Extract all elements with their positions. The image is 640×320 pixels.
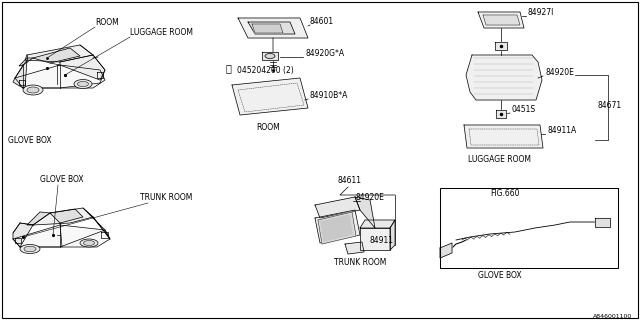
Polygon shape xyxy=(360,228,390,250)
Text: FIG.660: FIG.660 xyxy=(490,189,520,198)
Polygon shape xyxy=(478,12,524,28)
Polygon shape xyxy=(360,220,395,228)
Polygon shape xyxy=(60,55,105,80)
Polygon shape xyxy=(25,45,93,62)
Polygon shape xyxy=(232,78,308,115)
Polygon shape xyxy=(33,48,80,63)
Polygon shape xyxy=(13,223,33,247)
Polygon shape xyxy=(390,220,395,250)
Polygon shape xyxy=(83,208,110,239)
Text: 84920G*A: 84920G*A xyxy=(305,49,344,58)
Polygon shape xyxy=(248,22,295,34)
Ellipse shape xyxy=(80,239,98,247)
Polygon shape xyxy=(355,197,375,228)
Text: A846001100: A846001100 xyxy=(593,314,632,319)
Text: 84601: 84601 xyxy=(310,17,334,26)
Ellipse shape xyxy=(24,246,36,252)
Polygon shape xyxy=(13,60,27,88)
Text: GLOVE BOX: GLOVE BOX xyxy=(8,136,52,145)
Polygon shape xyxy=(321,215,352,241)
Text: TRUNK ROOM: TRUNK ROOM xyxy=(140,193,193,202)
Ellipse shape xyxy=(23,85,43,95)
Text: LUGGAGE ROOM: LUGGAGE ROOM xyxy=(468,155,531,164)
Polygon shape xyxy=(318,212,356,244)
Text: 045204200 (2): 045204200 (2) xyxy=(237,66,294,75)
Polygon shape xyxy=(13,225,110,247)
Polygon shape xyxy=(496,110,506,118)
Text: LUGGAGE ROOM: LUGGAGE ROOM xyxy=(130,28,193,37)
Polygon shape xyxy=(483,15,520,25)
Text: 84920E: 84920E xyxy=(355,193,384,202)
Polygon shape xyxy=(466,55,542,100)
Text: 84910B*A: 84910B*A xyxy=(310,91,348,100)
Text: 84911: 84911 xyxy=(370,236,394,245)
Polygon shape xyxy=(252,24,283,33)
Ellipse shape xyxy=(74,79,92,89)
Polygon shape xyxy=(315,210,360,243)
Text: ROOM: ROOM xyxy=(95,18,119,27)
Text: 0451S: 0451S xyxy=(512,105,536,114)
Polygon shape xyxy=(15,65,105,88)
Polygon shape xyxy=(19,58,33,66)
Ellipse shape xyxy=(77,82,88,86)
Text: 84611: 84611 xyxy=(338,176,362,185)
Ellipse shape xyxy=(265,53,275,59)
Text: ROOM: ROOM xyxy=(256,123,280,132)
Polygon shape xyxy=(315,197,360,218)
Bar xyxy=(440,188,618,268)
Text: 84671: 84671 xyxy=(598,101,622,110)
Polygon shape xyxy=(345,242,364,254)
Ellipse shape xyxy=(83,241,95,245)
Polygon shape xyxy=(50,209,83,223)
Polygon shape xyxy=(238,18,308,38)
Polygon shape xyxy=(27,212,50,225)
Text: 84920E: 84920E xyxy=(545,68,574,77)
Text: GLOVE BOX: GLOVE BOX xyxy=(478,271,522,280)
Text: GLOVE BOX: GLOVE BOX xyxy=(40,175,84,184)
Text: Ⓢ: Ⓢ xyxy=(225,63,231,73)
Text: TRUNK ROOM: TRUNK ROOM xyxy=(334,258,386,267)
Text: 84911A: 84911A xyxy=(547,126,576,135)
Text: 84927I: 84927I xyxy=(527,8,554,17)
Polygon shape xyxy=(262,52,278,60)
Polygon shape xyxy=(495,42,507,50)
Polygon shape xyxy=(595,218,610,227)
Ellipse shape xyxy=(20,244,40,253)
Polygon shape xyxy=(33,208,93,225)
Ellipse shape xyxy=(27,87,39,93)
Polygon shape xyxy=(440,243,452,258)
Polygon shape xyxy=(464,125,543,148)
